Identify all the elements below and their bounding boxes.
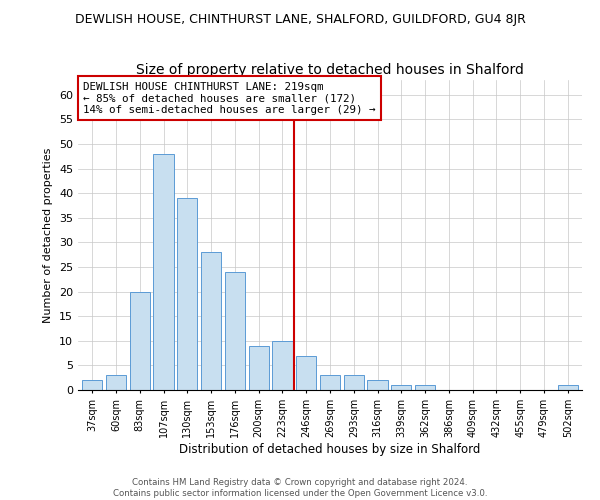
Y-axis label: Number of detached properties: Number of detached properties <box>43 148 53 322</box>
Text: DEWLISH HOUSE, CHINTHURST LANE, SHALFORD, GUILDFORD, GU4 8JR: DEWLISH HOUSE, CHINTHURST LANE, SHALFORD… <box>74 12 526 26</box>
Bar <box>391 385 412 390</box>
Bar <box>130 292 150 390</box>
Bar <box>557 385 578 390</box>
Bar <box>82 380 103 390</box>
Text: Contains HM Land Registry data © Crown copyright and database right 2024.
Contai: Contains HM Land Registry data © Crown c… <box>113 478 487 498</box>
Bar <box>225 272 245 390</box>
Bar <box>248 346 269 390</box>
Bar <box>415 385 435 390</box>
Bar <box>367 380 388 390</box>
Bar <box>106 375 126 390</box>
Bar <box>296 356 316 390</box>
Bar <box>201 252 221 390</box>
Title: Size of property relative to detached houses in Shalford: Size of property relative to detached ho… <box>136 64 524 78</box>
Bar <box>154 154 173 390</box>
Bar <box>344 375 364 390</box>
Text: DEWLISH HOUSE CHINTHURST LANE: 219sqm
← 85% of detached houses are smaller (172): DEWLISH HOUSE CHINTHURST LANE: 219sqm ← … <box>83 82 376 115</box>
X-axis label: Distribution of detached houses by size in Shalford: Distribution of detached houses by size … <box>179 442 481 456</box>
Bar <box>177 198 197 390</box>
Bar <box>320 375 340 390</box>
Bar <box>272 341 293 390</box>
